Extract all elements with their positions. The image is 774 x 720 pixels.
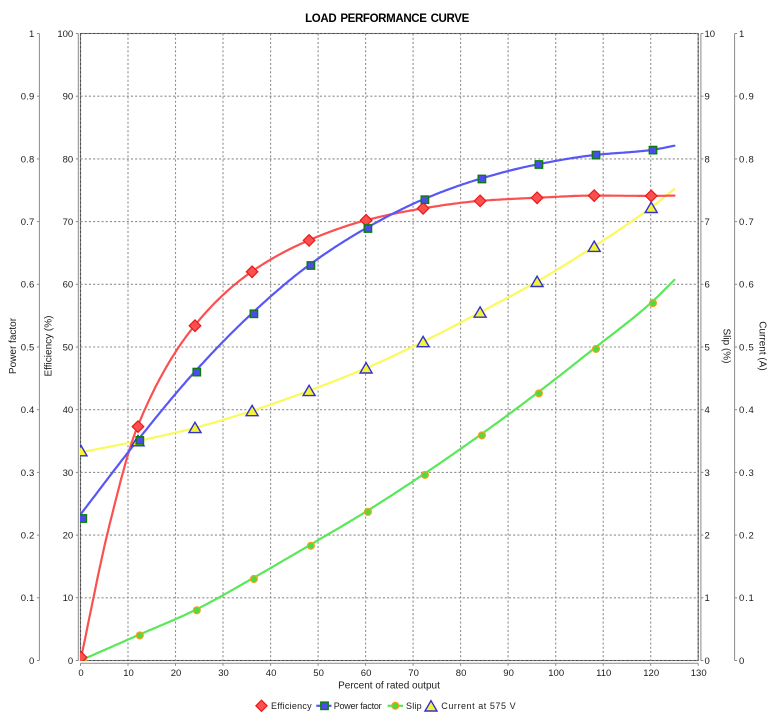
svg-text:120: 120: [643, 668, 659, 679]
svg-text:0.4: 0.4: [739, 405, 755, 416]
svg-text:3: 3: [705, 468, 710, 479]
svg-text:0.1: 0.1: [21, 593, 35, 604]
svg-text:80: 80: [456, 668, 467, 679]
svg-text:0.9: 0.9: [739, 92, 755, 103]
svg-text:0.8: 0.8: [739, 154, 755, 165]
svg-text:50: 50: [313, 668, 324, 679]
svg-text:80: 80: [63, 154, 74, 165]
svg-text:6: 6: [705, 280, 710, 291]
svg-text:0.3: 0.3: [21, 468, 35, 479]
svg-text:Current at 575 V: Current at 575 V: [441, 701, 516, 711]
svg-text:0.1: 0.1: [739, 593, 755, 604]
svg-text:1: 1: [739, 29, 745, 40]
svg-text:8: 8: [705, 154, 710, 165]
svg-text:0: 0: [705, 656, 710, 667]
svg-text:2: 2: [705, 531, 710, 542]
svg-text:10: 10: [705, 29, 716, 40]
svg-text:0.2: 0.2: [21, 531, 35, 542]
svg-text:0.5: 0.5: [21, 342, 35, 353]
svg-text:Power factor: Power factor: [334, 701, 382, 711]
svg-text:0.3: 0.3: [739, 468, 755, 479]
svg-text:70: 70: [63, 217, 74, 228]
svg-text:5: 5: [705, 342, 710, 353]
svg-text:100: 100: [548, 668, 564, 679]
svg-text:10: 10: [63, 593, 74, 604]
svg-text:0.4: 0.4: [21, 405, 35, 416]
svg-text:Power factor: Power factor: [8, 317, 19, 374]
svg-text:0.7: 0.7: [21, 217, 35, 228]
svg-text:40: 40: [266, 668, 277, 679]
svg-text:20: 20: [63, 531, 74, 542]
svg-text:70: 70: [408, 668, 419, 679]
svg-text:0: 0: [29, 656, 34, 667]
svg-text:1: 1: [705, 593, 710, 604]
svg-text:Slip (%): Slip (%): [721, 328, 732, 363]
svg-text:0.9: 0.9: [21, 92, 35, 103]
svg-text:110: 110: [596, 668, 611, 679]
svg-text:0.7: 0.7: [739, 217, 755, 228]
svg-text:30: 30: [218, 668, 229, 679]
svg-text:0: 0: [68, 656, 73, 667]
svg-text:0: 0: [78, 668, 83, 679]
svg-text:100: 100: [57, 29, 73, 40]
svg-text:10: 10: [123, 668, 134, 679]
svg-text:Slip: Slip: [406, 701, 422, 711]
svg-text:50: 50: [63, 342, 74, 353]
svg-text:0.2: 0.2: [739, 531, 755, 542]
svg-text:90: 90: [503, 668, 514, 679]
svg-text:60: 60: [361, 668, 372, 679]
svg-text:60: 60: [63, 280, 74, 291]
svg-text:0: 0: [739, 656, 745, 667]
svg-text:Percent of rated output: Percent of rated output: [338, 681, 440, 692]
svg-text:9: 9: [705, 92, 710, 103]
svg-text:7: 7: [705, 217, 710, 228]
svg-text:LOAD PERFORMANCE CURVE: LOAD PERFORMANCE CURVE: [305, 13, 469, 25]
svg-text:0.6: 0.6: [739, 280, 755, 291]
svg-text:Current (A): Current (A): [756, 321, 767, 370]
svg-text:90: 90: [63, 92, 74, 103]
svg-text:Efficiency: Efficiency: [271, 701, 312, 711]
svg-text:20: 20: [171, 668, 182, 679]
svg-text:0.5: 0.5: [739, 342, 755, 353]
svg-text:30: 30: [63, 468, 74, 479]
svg-text:130: 130: [691, 668, 707, 679]
svg-text:40: 40: [63, 405, 74, 416]
svg-text:1: 1: [29, 29, 34, 40]
svg-text:0.8: 0.8: [21, 154, 35, 165]
svg-text:0.6: 0.6: [21, 280, 35, 291]
svg-text:Efficiency (%): Efficiency (%): [44, 316, 55, 377]
svg-text:4: 4: [705, 405, 710, 416]
